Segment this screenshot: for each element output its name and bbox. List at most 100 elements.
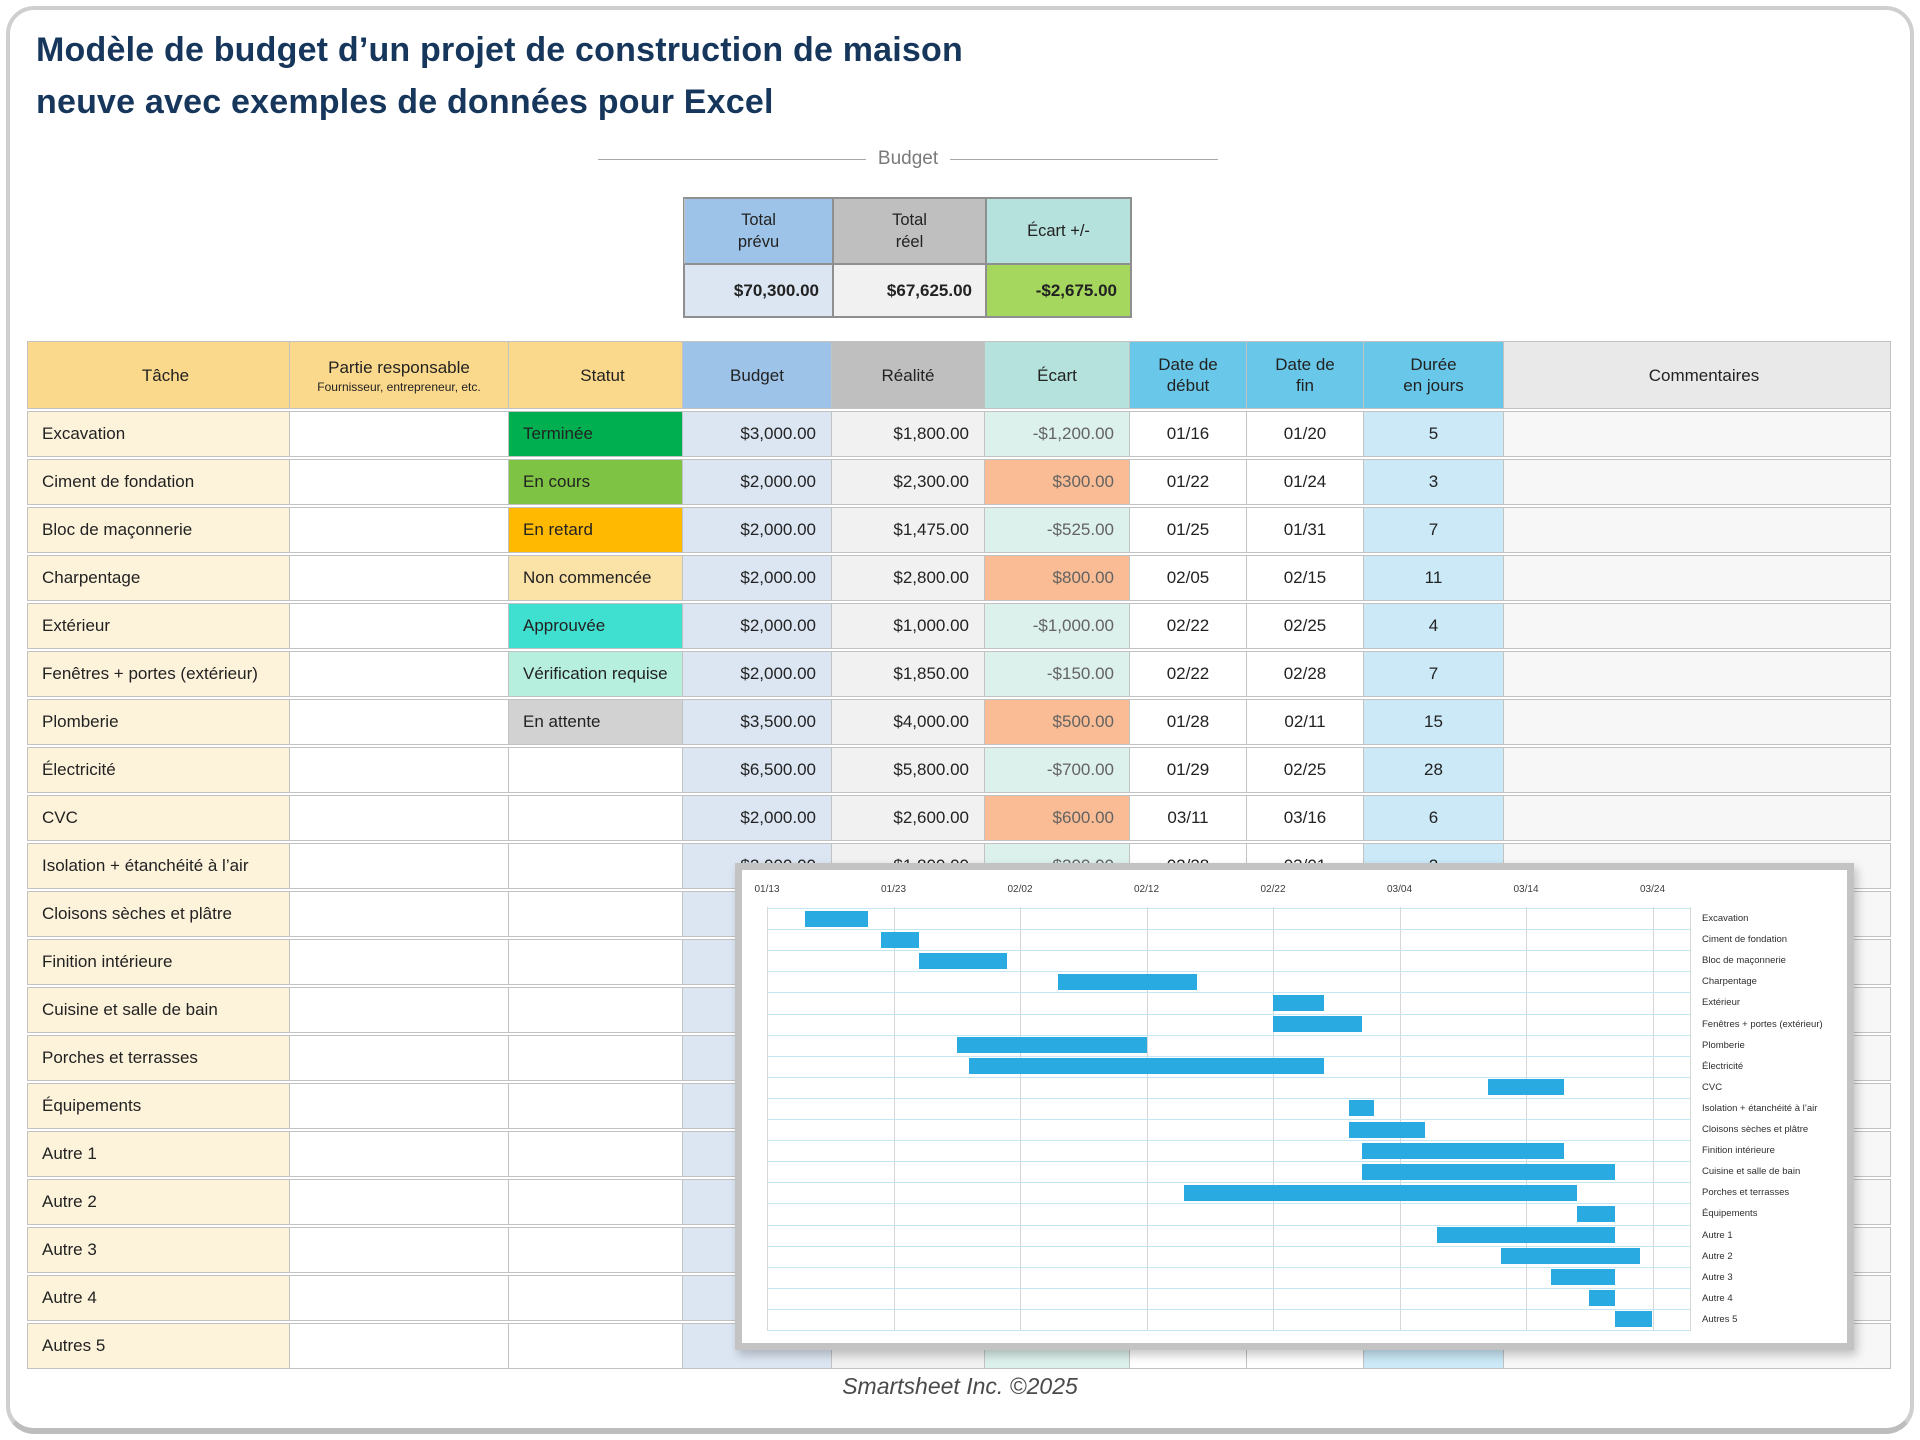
gantt-bar[interactable] <box>956 1037 1147 1054</box>
cell-task[interactable]: Autre 1 <box>27 1131 290 1177</box>
cell-budget[interactable]: $2,000.00 <box>683 651 832 697</box>
gantt-bar[interactable] <box>1348 1121 1425 1138</box>
column-header-comments[interactable]: Commentaires <box>1504 341 1891 409</box>
cell-duration[interactable]: 4 <box>1364 603 1504 649</box>
cell-task[interactable]: Autre 3 <box>27 1227 290 1273</box>
cell-status[interactable]: En attente <box>509 699 683 745</box>
cell-comments[interactable] <box>1504 747 1891 793</box>
gantt-bar[interactable] <box>1576 1205 1615 1222</box>
cell-task[interactable]: Porches et terrasses <box>27 1035 290 1081</box>
cell-status[interactable] <box>509 795 683 841</box>
gantt-bar[interactable] <box>1500 1248 1640 1265</box>
gantt-bar[interactable] <box>804 910 869 927</box>
cell-responsible[interactable] <box>290 795 509 841</box>
cell-comments[interactable] <box>1504 603 1891 649</box>
cell-task[interactable]: Autre 4 <box>27 1275 290 1321</box>
cell-responsible[interactable] <box>290 1275 509 1321</box>
cell-responsible[interactable] <box>290 747 509 793</box>
cell-status[interactable]: En retard <box>509 507 683 553</box>
gantt-bar[interactable] <box>1551 1269 1615 1286</box>
summary-value-total-reel[interactable]: $67,625.00 <box>833 264 986 317</box>
column-header-days[interactable]: Durée en jours <box>1364 341 1504 409</box>
cell-duration[interactable]: 3 <box>1364 459 1504 505</box>
cell-budget[interactable]: $2,000.00 <box>683 555 832 601</box>
cell-actual[interactable]: $2,300.00 <box>832 459 985 505</box>
cell-duration[interactable]: 7 <box>1364 507 1504 553</box>
cell-responsible[interactable] <box>290 651 509 697</box>
cell-end-date[interactable]: 01/31 <box>1247 507 1364 553</box>
cell-actual[interactable]: $1,475.00 <box>832 507 985 553</box>
cell-variance[interactable]: -$1,000.00 <box>985 603 1130 649</box>
cell-end-date[interactable]: 02/15 <box>1247 555 1364 601</box>
cell-end-date[interactable]: 02/25 <box>1247 747 1364 793</box>
cell-comments[interactable] <box>1504 411 1891 457</box>
cell-budget[interactable]: $2,000.00 <box>683 795 832 841</box>
cell-variance[interactable]: -$700.00 <box>985 747 1130 793</box>
cell-responsible[interactable] <box>290 1083 509 1129</box>
cell-status[interactable] <box>509 987 683 1033</box>
cell-start-date[interactable]: 02/05 <box>1130 555 1247 601</box>
cell-status[interactable]: Vérification requise <box>509 651 683 697</box>
cell-actual[interactable]: $4,000.00 <box>832 699 985 745</box>
summary-header-ecart[interactable]: Écart +/- <box>986 198 1131 264</box>
cell-actual[interactable]: $1,800.00 <box>832 411 985 457</box>
summary-header-total-reel[interactable]: Total réel <box>833 198 986 264</box>
column-header-status[interactable]: Statut <box>509 341 683 409</box>
cell-responsible[interactable] <box>290 987 509 1033</box>
cell-start-date[interactable]: 02/22 <box>1130 603 1247 649</box>
cell-start-date[interactable]: 02/22 <box>1130 651 1247 697</box>
cell-variance[interactable]: -$1,200.00 <box>985 411 1130 457</box>
cell-duration[interactable]: 6 <box>1364 795 1504 841</box>
gantt-bar[interactable] <box>1437 1227 1615 1243</box>
cell-start-date[interactable]: 01/29 <box>1130 747 1247 793</box>
cell-status[interactable] <box>509 1179 683 1225</box>
cell-start-date[interactable]: 01/28 <box>1130 699 1247 745</box>
cell-start-date[interactable]: 01/16 <box>1130 411 1247 457</box>
summary-header-total-prevu[interactable]: Total prévu <box>684 198 833 264</box>
gantt-bar[interactable] <box>1488 1079 1564 1096</box>
cell-comments[interactable] <box>1504 459 1891 505</box>
cell-duration[interactable]: 11 <box>1364 555 1504 601</box>
cell-status[interactable] <box>509 747 683 793</box>
cell-actual[interactable]: $2,800.00 <box>832 555 985 601</box>
cell-responsible[interactable] <box>290 459 509 505</box>
cell-start-date[interactable]: 01/22 <box>1130 459 1247 505</box>
column-header-variance[interactable]: Écart <box>985 341 1130 409</box>
gantt-bar[interactable] <box>1361 1163 1615 1180</box>
cell-variance[interactable]: $800.00 <box>985 555 1130 601</box>
cell-start-date[interactable]: 01/25 <box>1130 507 1247 553</box>
cell-duration[interactable]: 5 <box>1364 411 1504 457</box>
gantt-bar[interactable] <box>1589 1290 1615 1307</box>
gantt-bar[interactable] <box>918 952 1008 969</box>
cell-task[interactable]: Excavation <box>27 411 290 457</box>
cell-budget[interactable]: $2,000.00 <box>683 603 832 649</box>
cell-task[interactable]: Autre 2 <box>27 1179 290 1225</box>
cell-task[interactable]: Charpentage <box>27 555 290 601</box>
cell-budget[interactable]: $2,000.00 <box>683 459 832 505</box>
cell-task[interactable]: Extérieur <box>27 603 290 649</box>
cell-status[interactable] <box>509 1035 683 1081</box>
gantt-bar[interactable] <box>1057 973 1198 990</box>
cell-status[interactable]: En cours <box>509 459 683 505</box>
cell-task[interactable]: Autres 5 <box>27 1323 290 1369</box>
cell-actual[interactable]: $2,600.00 <box>832 795 985 841</box>
cell-budget[interactable]: $2,000.00 <box>683 507 832 553</box>
cell-task[interactable]: Cuisine et salle de bain <box>27 987 290 1033</box>
cell-budget[interactable]: $3,500.00 <box>683 699 832 745</box>
cell-responsible[interactable] <box>290 411 509 457</box>
cell-status[interactable] <box>509 1131 683 1177</box>
cell-variance[interactable]: -$525.00 <box>985 507 1130 553</box>
cell-comments[interactable] <box>1504 699 1891 745</box>
cell-task[interactable]: Finition intérieure <box>27 939 290 985</box>
column-header-start[interactable]: Date de début <box>1130 341 1247 409</box>
cell-status[interactable] <box>509 1083 683 1129</box>
gantt-bar[interactable] <box>1273 994 1324 1011</box>
cell-task[interactable]: Isolation + étanchéité à l’air <box>27 843 290 889</box>
cell-status[interactable]: Approuvée <box>509 603 683 649</box>
cell-comments[interactable] <box>1504 507 1891 553</box>
cell-comments[interactable] <box>1504 555 1891 601</box>
cell-status[interactable]: Terminée <box>509 411 683 457</box>
cell-end-date[interactable]: 02/25 <box>1247 603 1364 649</box>
gantt-chart-overlay[interactable]: 01/13 01/23 02/02 02/12 02/22 03/04 03/14 03/24… <box>735 863 1854 1350</box>
cell-duration[interactable]: 15 <box>1364 699 1504 745</box>
